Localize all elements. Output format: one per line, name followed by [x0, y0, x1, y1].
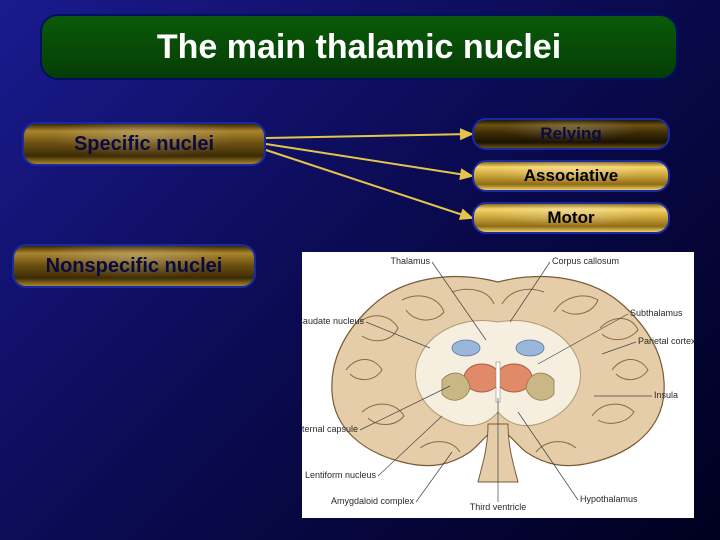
node-motor: Motor	[472, 202, 670, 234]
node-specific-nuclei: Specific nuclei	[22, 122, 266, 166]
edge-specific-relying	[266, 134, 472, 138]
node-label: Associative	[524, 166, 619, 186]
third-ventricle	[496, 362, 500, 402]
edge-specific-associative	[266, 144, 472, 176]
caudate-left	[452, 340, 480, 356]
node-label: Motor	[547, 208, 594, 228]
node-label: Relying	[540, 124, 601, 144]
node-associative: Associative	[472, 160, 670, 192]
brain-diagram: Thalamus Corpus callosum Caudate nucleus Su…	[302, 252, 694, 518]
brain-label: Insula	[654, 390, 678, 400]
lentiform-left	[442, 373, 470, 400]
brain-label: Internal capsule	[302, 424, 358, 434]
brain-label: Parietal cortex	[638, 336, 694, 346]
brain-label: Caudate nucleus	[302, 316, 364, 326]
brain-label: Amygdaloid complex	[331, 496, 415, 506]
brain-label: Lentiform nucleus	[305, 470, 377, 480]
brain-label: Subthalamus	[630, 308, 683, 318]
brain-label: Hypothalamus	[580, 494, 638, 504]
node-relying: Relying	[472, 118, 670, 150]
brain-label: Corpus callosum	[552, 256, 619, 266]
lentiform-right	[526, 373, 554, 400]
node-label: Specific nuclei	[74, 133, 214, 156]
page-title: The main thalamic nuclei	[157, 28, 561, 67]
node-nonspecific-nuclei: Nonspecific nuclei	[12, 244, 256, 288]
title-box: The main thalamic nuclei	[40, 14, 678, 80]
edge-specific-motor	[266, 150, 472, 218]
brain-svg: Thalamus Corpus callosum Caudate nucleus Su…	[302, 252, 694, 518]
brain-label: Thalamus	[390, 256, 430, 266]
caudate-right	[516, 340, 544, 356]
brain-label: Third ventricle	[470, 502, 527, 512]
node-label: Nonspecific nuclei	[46, 255, 223, 278]
